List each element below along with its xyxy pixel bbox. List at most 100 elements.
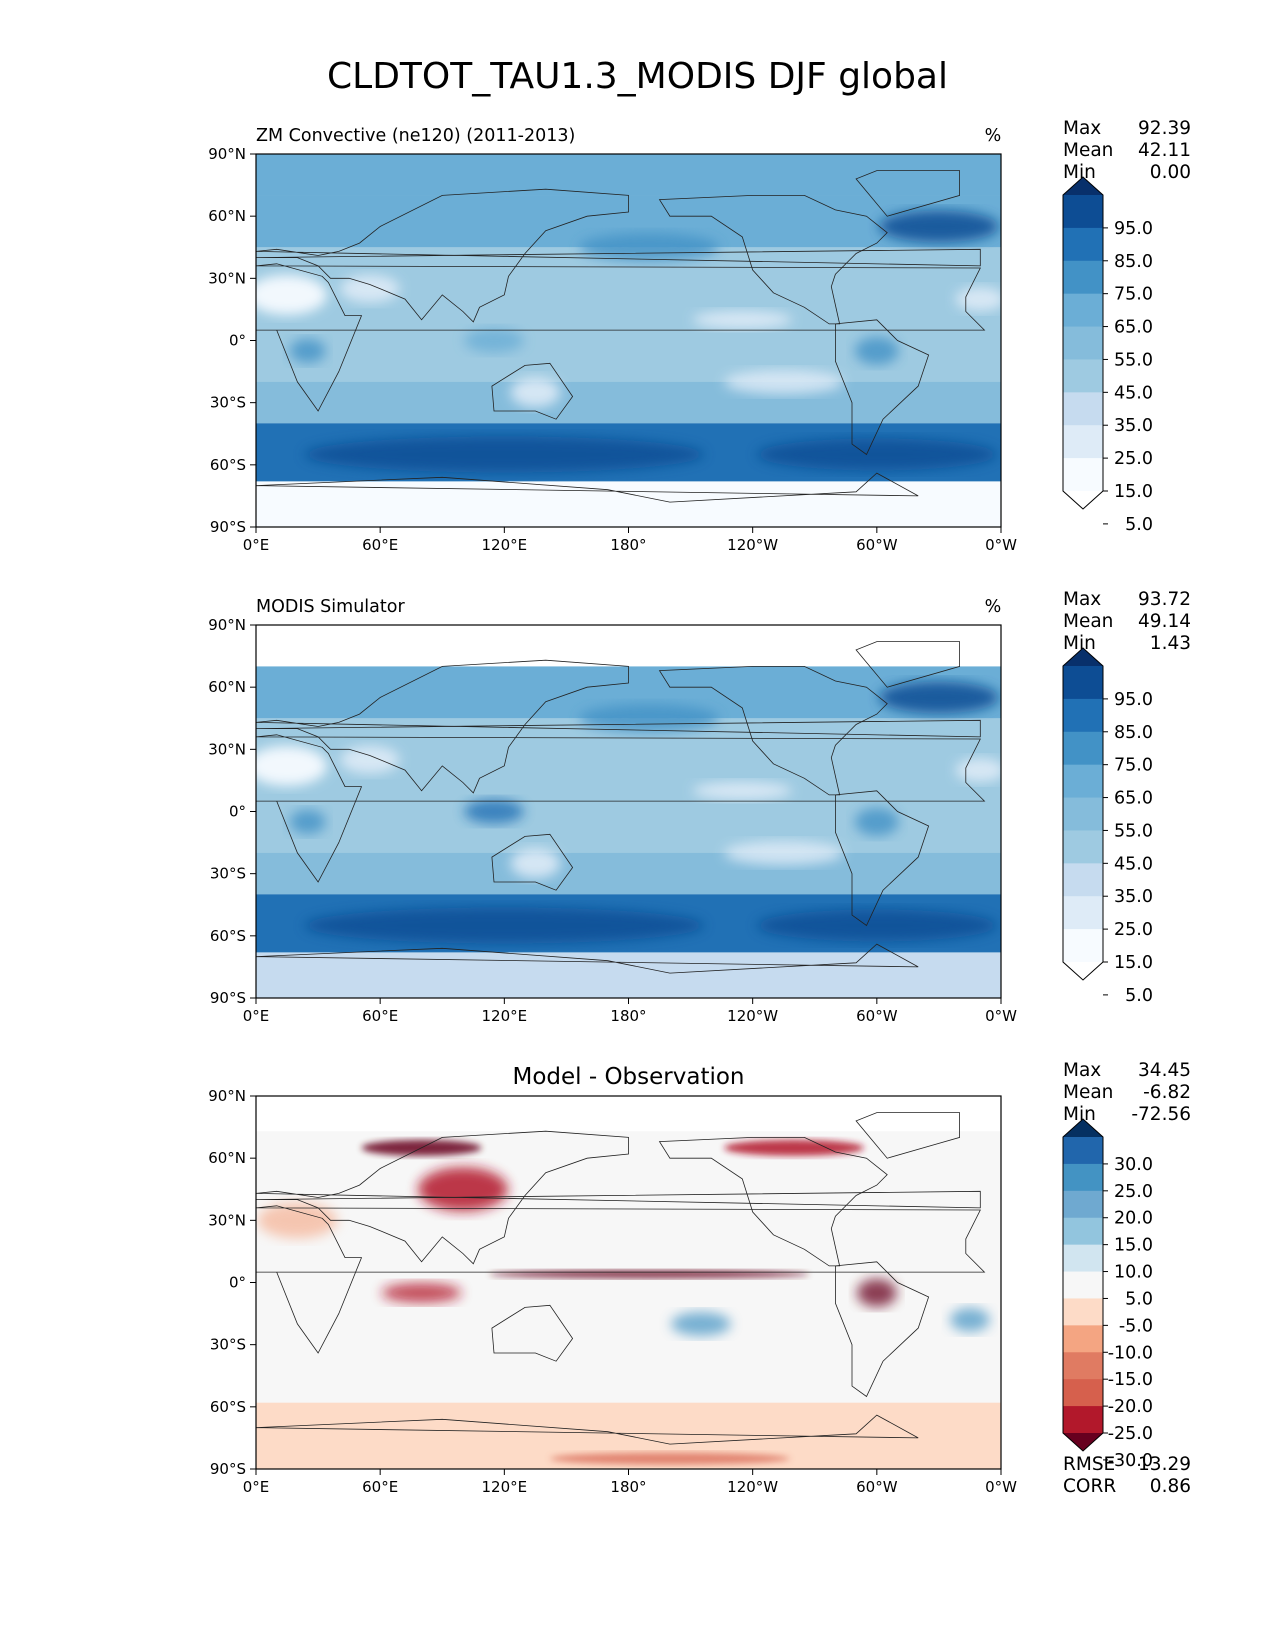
- colorbar-swatch: [1063, 1352, 1103, 1380]
- stat-label: Min: [1063, 633, 1096, 654]
- panel-title: ZM Convective (ne120) (2011-2013): [256, 126, 575, 146]
- coastline: [491, 833, 574, 891]
- coastline: [658, 666, 888, 796]
- lon-tick-label: 0°W: [985, 1478, 1017, 1496]
- panel-model: 90°N 60°N 30°N 0° 30°S 60°S 90°S0°E 60°E 120°E 18…: [208, 118, 1191, 554]
- lon-tick-label: 60°W: [856, 1478, 898, 1496]
- colorbar-swatch: [1063, 260, 1103, 295]
- footer-stat-value: 13.29: [1138, 1454, 1191, 1475]
- colorbar-tick-label: -30.0: [1108, 1451, 1153, 1471]
- colorbar-diff: 30.0 25.0 20.0 15.0 10.0 5.0 -5.0 -10.0 -15.0 -20…: [1062, 1118, 1153, 1471]
- coastline: [256, 659, 981, 794]
- lat-tick-label: 60°S: [210, 927, 246, 945]
- lat-tick-label: 30°S: [210, 394, 246, 412]
- lat-tick-label: 30°S: [210, 865, 246, 883]
- units-label: %: [985, 126, 1002, 146]
- colorbar-swatch: [1063, 929, 1103, 963]
- lat-tick-label: 90°N: [208, 145, 246, 163]
- colorbar-tick-label: 65.0: [1114, 789, 1153, 809]
- stat-label: Min: [1063, 1104, 1096, 1125]
- coastline: [658, 1137, 888, 1267]
- colorbar-tick-label: 55.0: [1114, 821, 1153, 841]
- stat-value: 93.72: [1138, 589, 1191, 610]
- coastline: [835, 319, 930, 456]
- footer-stat-value: 0.86: [1150, 1476, 1191, 1497]
- lat-tick-label: 90°S: [210, 989, 246, 1007]
- coastline: [835, 790, 930, 927]
- colorbar-tick-label: -25.0: [1108, 1424, 1153, 1444]
- colorbar-swatch: [1063, 359, 1103, 393]
- colorbar-swatch: [1063, 1163, 1103, 1192]
- colorbar-tick-label: 25.0: [1114, 449, 1153, 469]
- colorbar-tick-label: 10.0: [1114, 1263, 1153, 1283]
- colorbar-swatch: [1063, 1190, 1103, 1219]
- colorbar-model: 95.0 85.0 75.0 65.0 55.0 45.0 35.0 25.0 15.0 5.0: [1062, 176, 1153, 535]
- colorbar-swatch: [1063, 896, 1103, 930]
- colorbar-swatch: [1063, 863, 1103, 897]
- coastline: [491, 1304, 574, 1362]
- colorbar-swatch: [1063, 1271, 1103, 1299]
- units-label: %: [985, 597, 1002, 617]
- lat-tick-label: 30°S: [210, 1336, 246, 1354]
- stat-label: Max: [1063, 1060, 1101, 1081]
- colorbar-swatch: [1063, 797, 1103, 831]
- stat-value: 0.00: [1150, 162, 1191, 183]
- colorbar-tick-label: 30.0: [1114, 1155, 1153, 1175]
- lat-tick-label: 60°N: [208, 678, 246, 696]
- lon-tick-label: 60°W: [856, 536, 898, 554]
- lon-tick-label: 120°W: [727, 536, 778, 554]
- lat-tick-label: 60°S: [210, 1398, 246, 1416]
- lon-tick-label: 0°W: [985, 1007, 1017, 1025]
- lat-tick-label: 90°N: [208, 616, 246, 634]
- coastline: [491, 362, 574, 420]
- colorbar-swatch: [1063, 666, 1103, 700]
- colorbar-tick-label: 65.0: [1114, 318, 1153, 338]
- map-field-diff: [256, 1096, 1001, 1469]
- panel-diff: 90°N 60°N 30°N 0° 30°S 60°S 90°S0°E 60°E 120°E 18…: [208, 1060, 1191, 1497]
- lon-tick-label: 180°: [610, 536, 646, 554]
- lon-tick-label: 0°E: [243, 536, 270, 554]
- figure-title: CLDTOT_TAU1.3_MODIS DJF global: [327, 56, 948, 97]
- colorbar-obs: 95.0 85.0 75.0 65.0 55.0 45.0 35.0 25.0 15.0 5.0: [1062, 647, 1153, 1006]
- lon-tick-label: 0°W: [985, 536, 1017, 554]
- lon-tick-label: 120°E: [482, 1478, 528, 1496]
- panel-title: Model - Observation: [512, 1064, 744, 1090]
- footer-stat-label: CORR: [1063, 1476, 1116, 1497]
- coastline: [256, 1205, 986, 1354]
- colorbar-tick-label: 5.0: [1125, 1289, 1153, 1309]
- colorbar-tick-label: 25.0: [1114, 1182, 1153, 1202]
- colorbar-swatch: [1063, 830, 1103, 864]
- colorbar-tick-label: 20.0: [1114, 1209, 1153, 1229]
- colorbar-swatch: [1063, 698, 1103, 733]
- coastline: [256, 263, 986, 412]
- lon-tick-label: 120°E: [482, 536, 528, 554]
- stat-value: 1.43: [1150, 633, 1191, 654]
- coastline: [855, 641, 960, 688]
- lat-tick-label: 0°: [229, 332, 246, 350]
- stat-value: 42.11: [1138, 140, 1191, 161]
- colorbar-tick-label: -15.0: [1108, 1370, 1153, 1390]
- lon-tick-label: 60°E: [362, 1478, 398, 1496]
- lon-tick-label: 60°E: [362, 536, 398, 554]
- stat-label: Mean: [1063, 1082, 1113, 1103]
- colorbar-swatch: [1063, 1406, 1103, 1434]
- coastline: [256, 734, 986, 883]
- colorbar-swatch: [1063, 227, 1103, 262]
- lon-tick-label: 60°W: [856, 1007, 898, 1025]
- lat-tick-label: 30°N: [208, 740, 246, 758]
- lat-tick-label: 0°: [229, 803, 246, 821]
- lat-tick-label: 60°N: [208, 1149, 246, 1167]
- coastline: [658, 195, 888, 325]
- colorbar-tick-label: 25.0: [1114, 920, 1153, 940]
- colorbar-swatch: [1063, 1298, 1103, 1326]
- lat-tick-label: 30°N: [208, 269, 246, 287]
- colorbar-tick-label: 45.0: [1114, 383, 1153, 403]
- colorbar-extend-bottom: [1063, 962, 1103, 980]
- lat-tick-label: 90°S: [210, 1460, 246, 1478]
- stat-label: Min: [1063, 162, 1096, 183]
- panel-obs: 90°N 60°N 30°N 0° 30°S 60°S 90°S0°E 60°E 120°E 18…: [208, 589, 1191, 1025]
- stat-value: 92.39: [1138, 118, 1191, 139]
- lon-tick-label: 60°E: [362, 1007, 398, 1025]
- colorbar-tick-label: 35.0: [1114, 416, 1153, 436]
